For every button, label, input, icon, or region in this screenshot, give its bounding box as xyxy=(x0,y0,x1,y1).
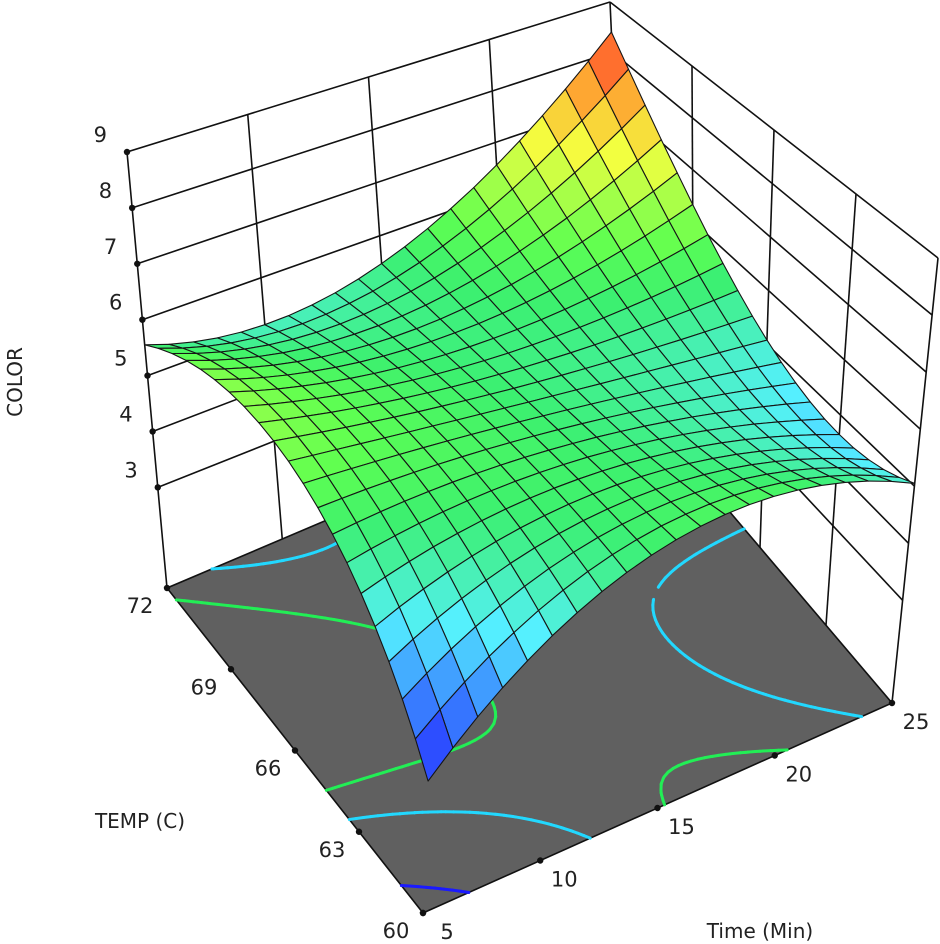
contour-segment xyxy=(823,708,830,712)
z-tick-label: 6 xyxy=(109,291,122,315)
contour-segment xyxy=(275,559,284,564)
axis-ticks: 3 4 5 6 7 8 9 60 63 66 69 72 5 10 15 20 25 xyxy=(94,123,930,944)
y-tick-label: 69 xyxy=(191,675,218,699)
contour-segment xyxy=(451,888,462,893)
z-tick-label: 5 xyxy=(114,347,127,371)
contour-segment xyxy=(683,760,689,765)
z-tick-mark xyxy=(154,484,161,491)
y-tick-label: 63 xyxy=(319,838,346,862)
y-tick-mark xyxy=(227,666,235,673)
x-tick-mark xyxy=(654,804,661,812)
contour-segment xyxy=(308,551,314,556)
contour-segment xyxy=(813,706,822,711)
x-tick-mark xyxy=(771,752,778,759)
contour-segment xyxy=(362,815,370,820)
z-axis-line xyxy=(126,151,168,589)
contour-segment xyxy=(571,829,579,835)
y-tick-mark xyxy=(291,747,299,754)
surface-cell xyxy=(414,709,454,782)
contour-segment xyxy=(208,602,220,606)
contour-segment xyxy=(219,566,229,570)
z-tick-mark xyxy=(128,204,136,212)
z-tick-label: 7 xyxy=(104,235,117,259)
contour-segment xyxy=(726,679,735,685)
z-tick-mark xyxy=(139,316,146,323)
x-tick-label: 10 xyxy=(551,868,578,892)
contour-segment xyxy=(539,820,551,826)
contour-segment xyxy=(803,703,813,709)
right-wall-edge xyxy=(891,257,939,704)
contour-segment xyxy=(268,608,279,613)
contour-segment xyxy=(376,813,386,818)
x-tick-mark xyxy=(419,909,427,917)
contour-segment xyxy=(783,698,790,703)
contour-segment xyxy=(413,759,422,765)
z-tick-label: 3 xyxy=(124,458,137,482)
z-tick-mark xyxy=(134,260,141,267)
y-tick-label: 72 xyxy=(127,594,154,618)
z-tick-mark xyxy=(149,428,156,435)
z-tick-mark xyxy=(123,148,131,156)
contour-segment xyxy=(582,834,592,840)
contour-segment xyxy=(739,684,748,690)
contour-segment xyxy=(549,823,558,828)
contour-segment xyxy=(698,664,706,670)
z-tick-label: 8 xyxy=(99,179,112,203)
y-tick-mark xyxy=(163,584,171,592)
contour-segment xyxy=(251,606,260,611)
contour-segment xyxy=(459,889,471,894)
x-tick-label: 20 xyxy=(785,763,812,787)
x-tick-mark xyxy=(888,699,896,707)
contour-segment xyxy=(852,713,864,719)
contour-segment xyxy=(442,887,452,892)
z-tick-label: 4 xyxy=(119,402,132,426)
right-wall-gridline xyxy=(825,193,857,626)
contour-segment xyxy=(200,601,210,605)
z-tick-label: 9 xyxy=(94,123,107,147)
contour-segment xyxy=(366,624,378,630)
contour-segment xyxy=(259,607,270,612)
y-axis-title: TEMP (C) xyxy=(94,809,185,833)
z-tick-mark xyxy=(144,372,151,379)
x-tick-label: 15 xyxy=(668,815,695,839)
contour-segment xyxy=(736,527,746,534)
x-tick-mark xyxy=(537,857,544,864)
response-surface xyxy=(144,31,916,782)
y-tick-mark xyxy=(355,828,363,835)
y-tick-label: 66 xyxy=(255,757,282,781)
contour-segment xyxy=(254,562,263,567)
contour-segment xyxy=(772,695,783,701)
contour-segment xyxy=(560,826,566,830)
contour-segment xyxy=(761,692,768,697)
contour-segment xyxy=(331,786,337,790)
x-axis-title: Time (Min) xyxy=(706,919,813,943)
x-tick-label: 5 xyxy=(440,920,453,944)
contour-segment xyxy=(433,886,442,891)
y-tick-label: 60 xyxy=(383,919,410,943)
x-tick-label: 25 xyxy=(903,710,930,734)
z-axis-title: COLOR xyxy=(3,347,27,417)
